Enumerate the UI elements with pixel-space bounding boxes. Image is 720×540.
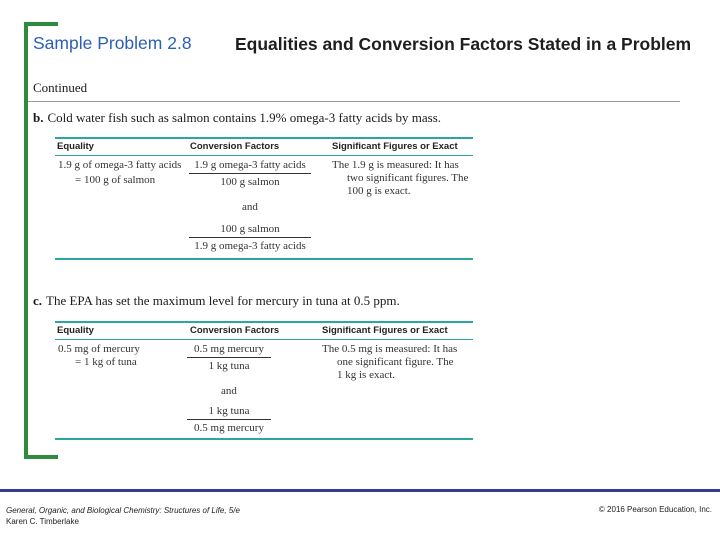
footer-copyright: © 2016 Pearson Education, Inc.	[598, 505, 712, 514]
footer-citation: General, Organic, and Biological Chemist…	[6, 505, 240, 527]
sigfig-line-2: two significant figures. The	[347, 172, 469, 184]
factor1-numerator: 0.5 mg mercury	[194, 343, 264, 355]
header-sig-figs: Significant Figures or Exact	[322, 325, 448, 336]
sigfig-line-3: 1 kg is exact.	[337, 369, 396, 381]
equality-line-1: 0.5 mg of mercury	[58, 343, 140, 355]
header-conversion-factors: Conversion Factors	[190, 141, 280, 152]
factor1-numerator: 1.9 g omega-3 fatty acids	[194, 159, 306, 171]
table-c-bottom-rule	[55, 438, 473, 440]
factor2-numerator: 100 g salmon	[220, 223, 280, 235]
table-b: Equality Conversion Factors Significant …	[55, 137, 473, 261]
sigfig-line-1: The 1.9 g is measured: It has	[332, 159, 459, 171]
equality-line-2: = 1 kg of tuna	[75, 356, 137, 368]
problem-b-letter: b.	[33, 110, 44, 125]
header-equality: Equality	[57, 141, 94, 152]
factor2-numerator: 1 kg tuna	[208, 405, 250, 417]
factor2-fraction-bar	[189, 237, 311, 238]
factor2-fraction-bar	[187, 419, 271, 420]
problem-c-text: The EPA has set the maximum level for me…	[46, 293, 400, 308]
and-label: and	[242, 201, 258, 213]
header-sig-figs: Significant Figures or Exact	[332, 141, 458, 152]
table-c-header: Equality Conversion Factors Significant …	[55, 321, 473, 340]
problem-c-letter: c.	[33, 293, 43, 308]
continued-label: Continued	[33, 80, 88, 95]
sample-problem-number: Sample Problem 2.8	[33, 33, 192, 53]
table-b-header: Equality Conversion Factors Significant …	[55, 137, 473, 156]
footer-author: Karen C. Timberlake	[6, 517, 79, 526]
problem-b-statement: b. Cold water fish such as salmon contain…	[33, 110, 441, 126]
factor1-denominator: 1 kg tuna	[208, 360, 250, 372]
factor1-fraction-bar	[189, 173, 311, 174]
factor2-denominator: 0.5 mg mercury	[194, 422, 264, 434]
factor2-denominator: 1.9 g omega-3 fatty acids	[194, 240, 306, 252]
green-bracket-decoration	[24, 22, 58, 459]
title-divider	[28, 101, 680, 102]
factor1-denominator: 100 g salmon	[220, 176, 280, 188]
and-label: and	[221, 385, 237, 397]
sigfig-line-2: one significant figure. The	[337, 356, 454, 368]
sigfig-line-1: The 0.5 mg is measured: It has	[322, 343, 458, 355]
footer-book-title: General, Organic, and Biological Chemist…	[6, 506, 240, 515]
footer-divider	[0, 489, 720, 492]
equality-line-2: = 100 g of salmon	[75, 174, 156, 186]
problem-c-statement: c. The EPA has set the maximum level for …	[33, 293, 400, 309]
header-equality: Equality	[57, 325, 94, 336]
table-b-bottom-rule	[55, 258, 473, 260]
equality-line-1: 1.9 g of omega-3 fatty acids	[58, 159, 182, 171]
factor1-fraction-bar	[187, 357, 271, 358]
page-title: Equalities and Conversion Factors Stated…	[235, 34, 692, 54]
header-conversion-factors: Conversion Factors	[190, 325, 280, 336]
sigfig-line-3: 100 g is exact.	[347, 185, 411, 197]
table-c: Equality Conversion Factors Significant …	[55, 321, 473, 441]
problem-b-text: Cold water fish such as salmon contains …	[47, 110, 442, 125]
